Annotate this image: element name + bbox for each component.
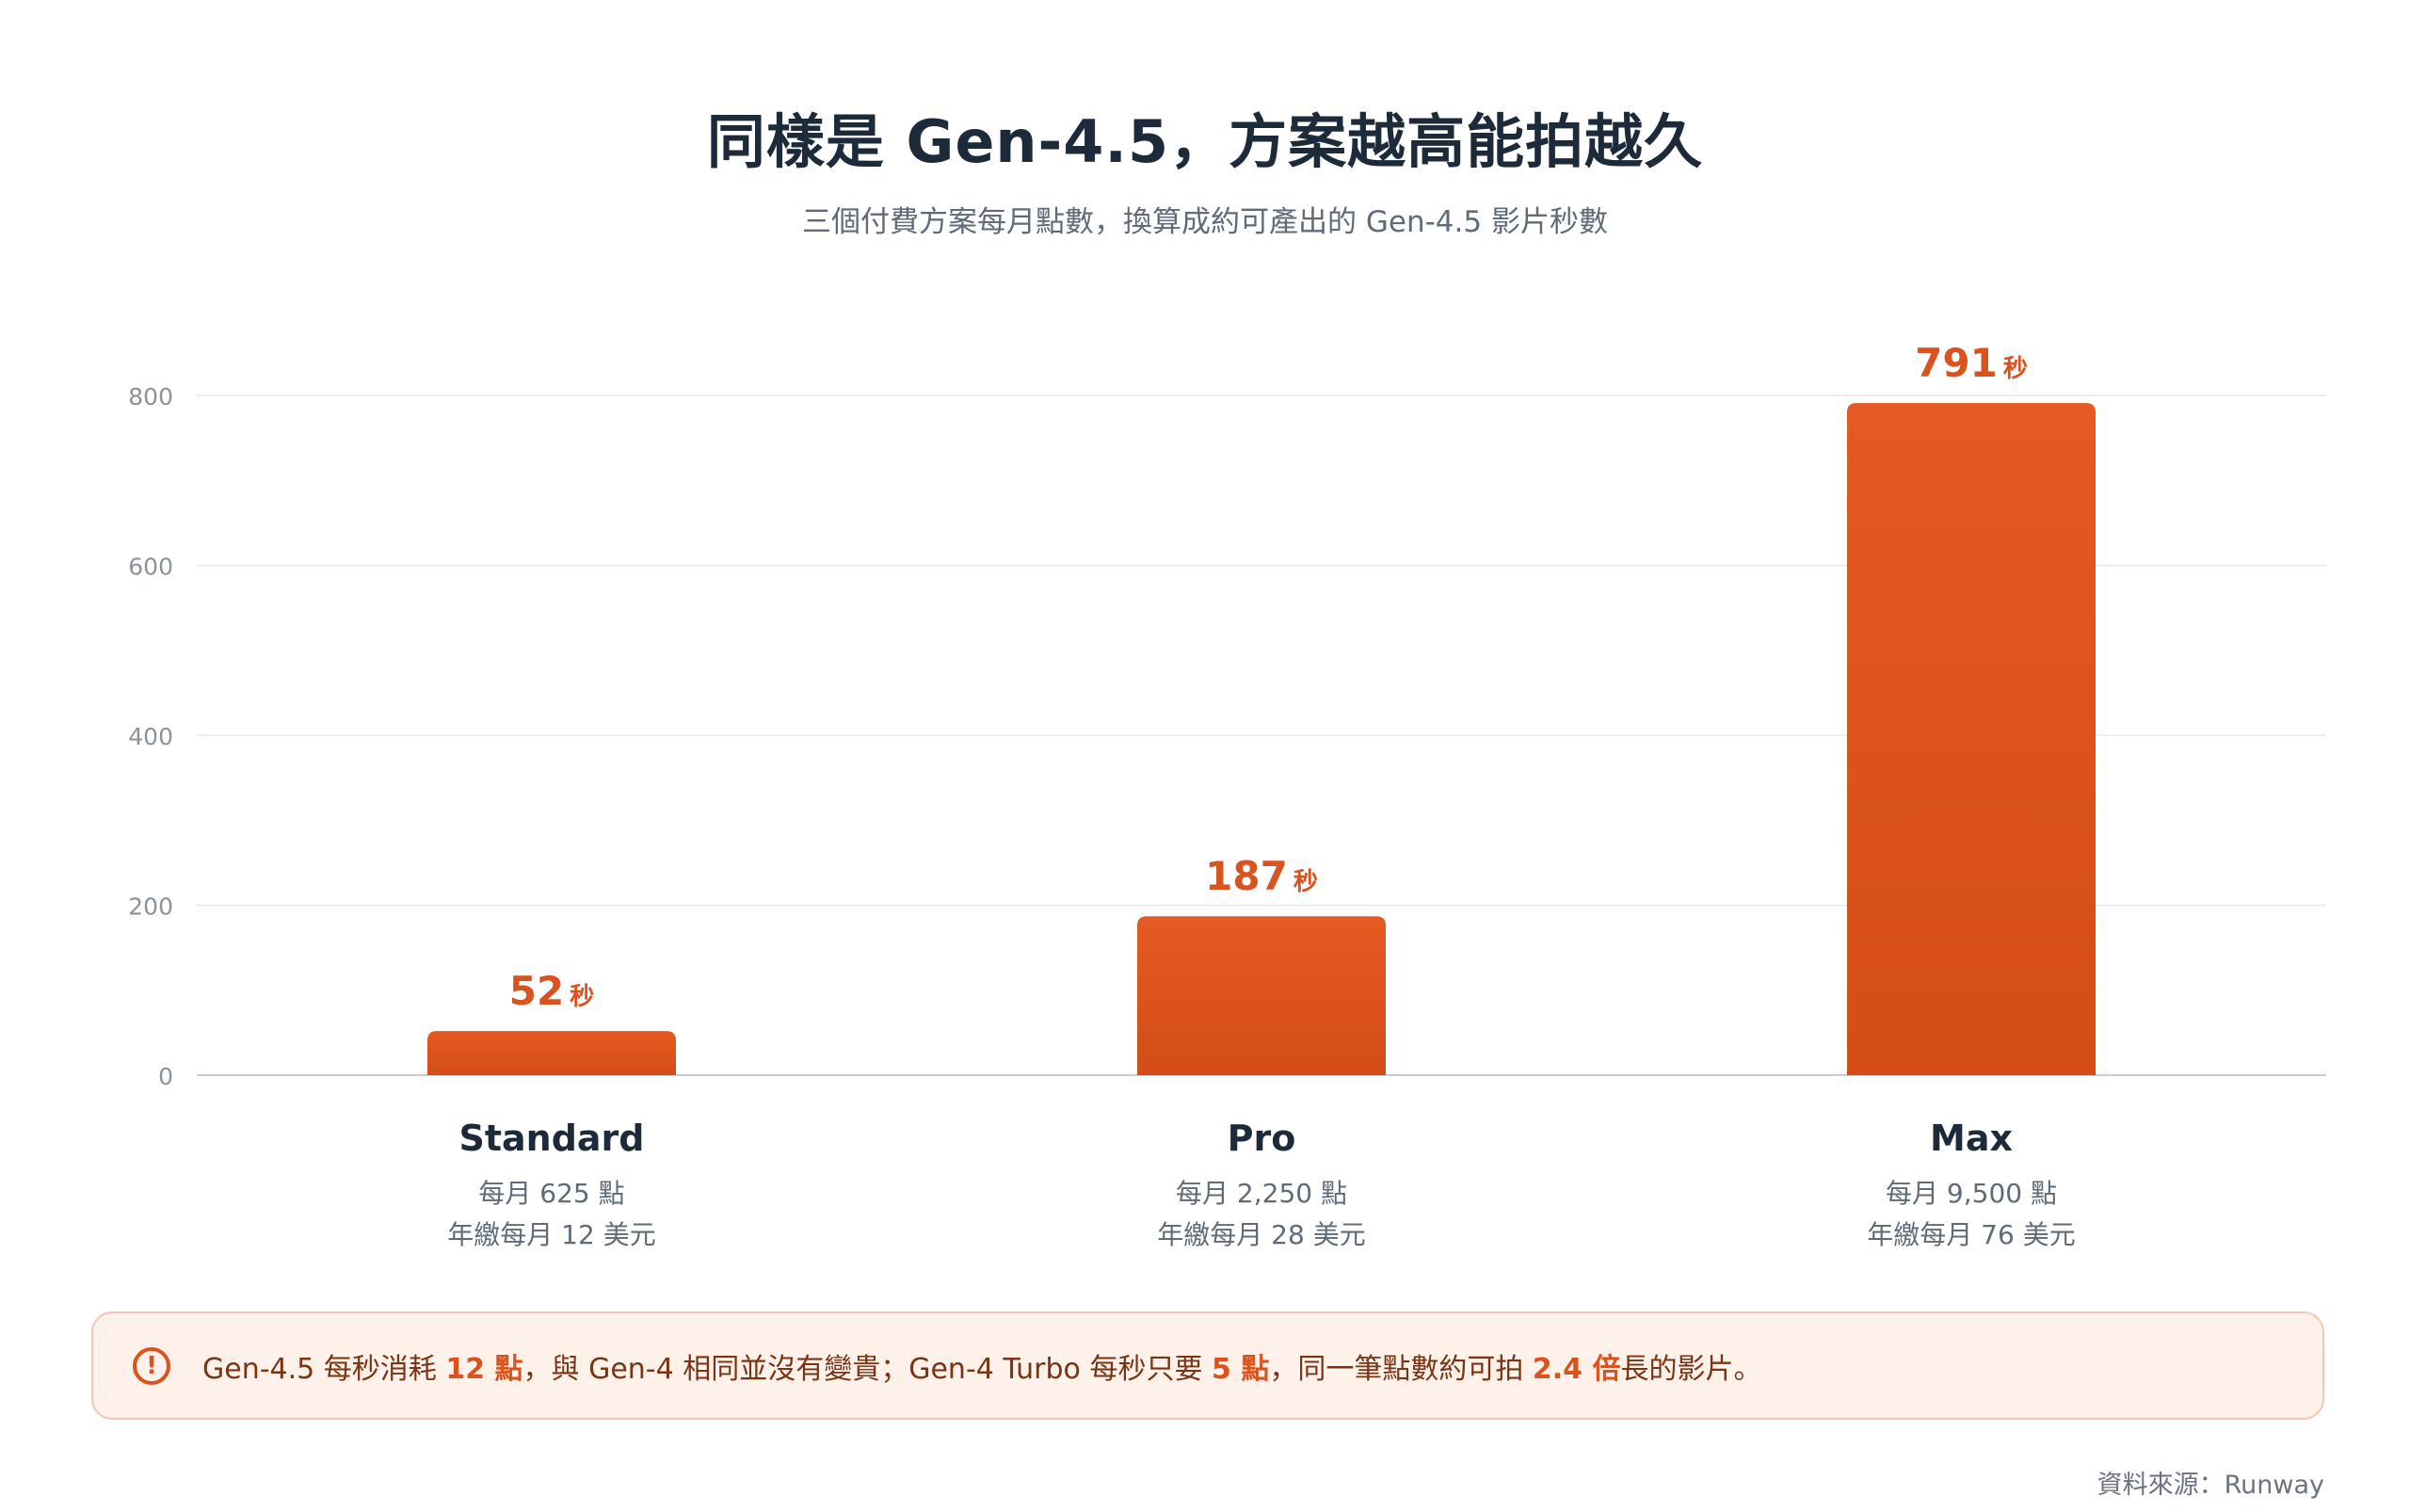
plan-detail: 每月 2,250 點 [1176,1178,1347,1209]
note-highlight: 12 點 [445,1352,523,1386]
chart-title: 同樣是 Gen-4.5，方案越高能拍越久 [706,107,1704,176]
note-text: Gen-4.5 每秒消耗 12 點，與 Gen-4 相同並沒有變貴；Gen-4 … [202,1345,1761,1387]
plan-detail: 年繳每月 12 美元 [447,1219,655,1250]
plan-detail: 年繳每月 28 美元 [1157,1219,1365,1250]
plan-detail: 每月 9,500 點 [1886,1178,2057,1209]
value-label: 187 秒 [1205,853,1318,899]
value-label: 791 秒 [1915,340,2028,386]
plan-detail: 年繳每月 76 美元 [1867,1219,2075,1250]
category-label: Pro [1228,1118,1296,1159]
note-segment: ，與 Gen-4 相同並沒有變貴；Gen-4 Turbo 每秒只要 [522,1352,1212,1386]
chart-subtitle: 三個付費方案每月點數，換算成約可產出的 Gen-4.5 影片秒數 [802,205,1608,239]
y-tick-label: 200 [128,893,173,921]
note-highlight: 5 點 [1212,1352,1270,1386]
value-label: 52 秒 [509,968,594,1014]
note-segment: 長的影片。 [1620,1352,1762,1386]
note-callout: ! Gen-4.5 每秒消耗 12 點，與 Gen-4 相同並沒有變貴；Gen-… [91,1311,2324,1420]
plan-detail: 每月 625 點 [478,1178,624,1209]
y-tick-label: 600 [128,554,173,581]
bar-max [1847,403,2096,1075]
note-segment: Gen-4.5 每秒消耗 [202,1352,446,1386]
bar-pro [1137,916,1386,1075]
alert-circle-icon: ! [133,1346,170,1385]
category-label: Standard [458,1118,644,1159]
note-segment: ，同一筆點數約可拍 [1269,1352,1533,1386]
y-tick-label: 400 [128,723,173,750]
y-tick-label: 0 [158,1063,173,1090]
y-tick-label: 800 [128,383,173,410]
category-label: Max [1930,1118,2013,1159]
note-highlight: 2.4 倍 [1532,1352,1621,1386]
bar-standard [427,1031,676,1075]
source-note: 資料來源：Runway [2097,1471,2324,1500]
